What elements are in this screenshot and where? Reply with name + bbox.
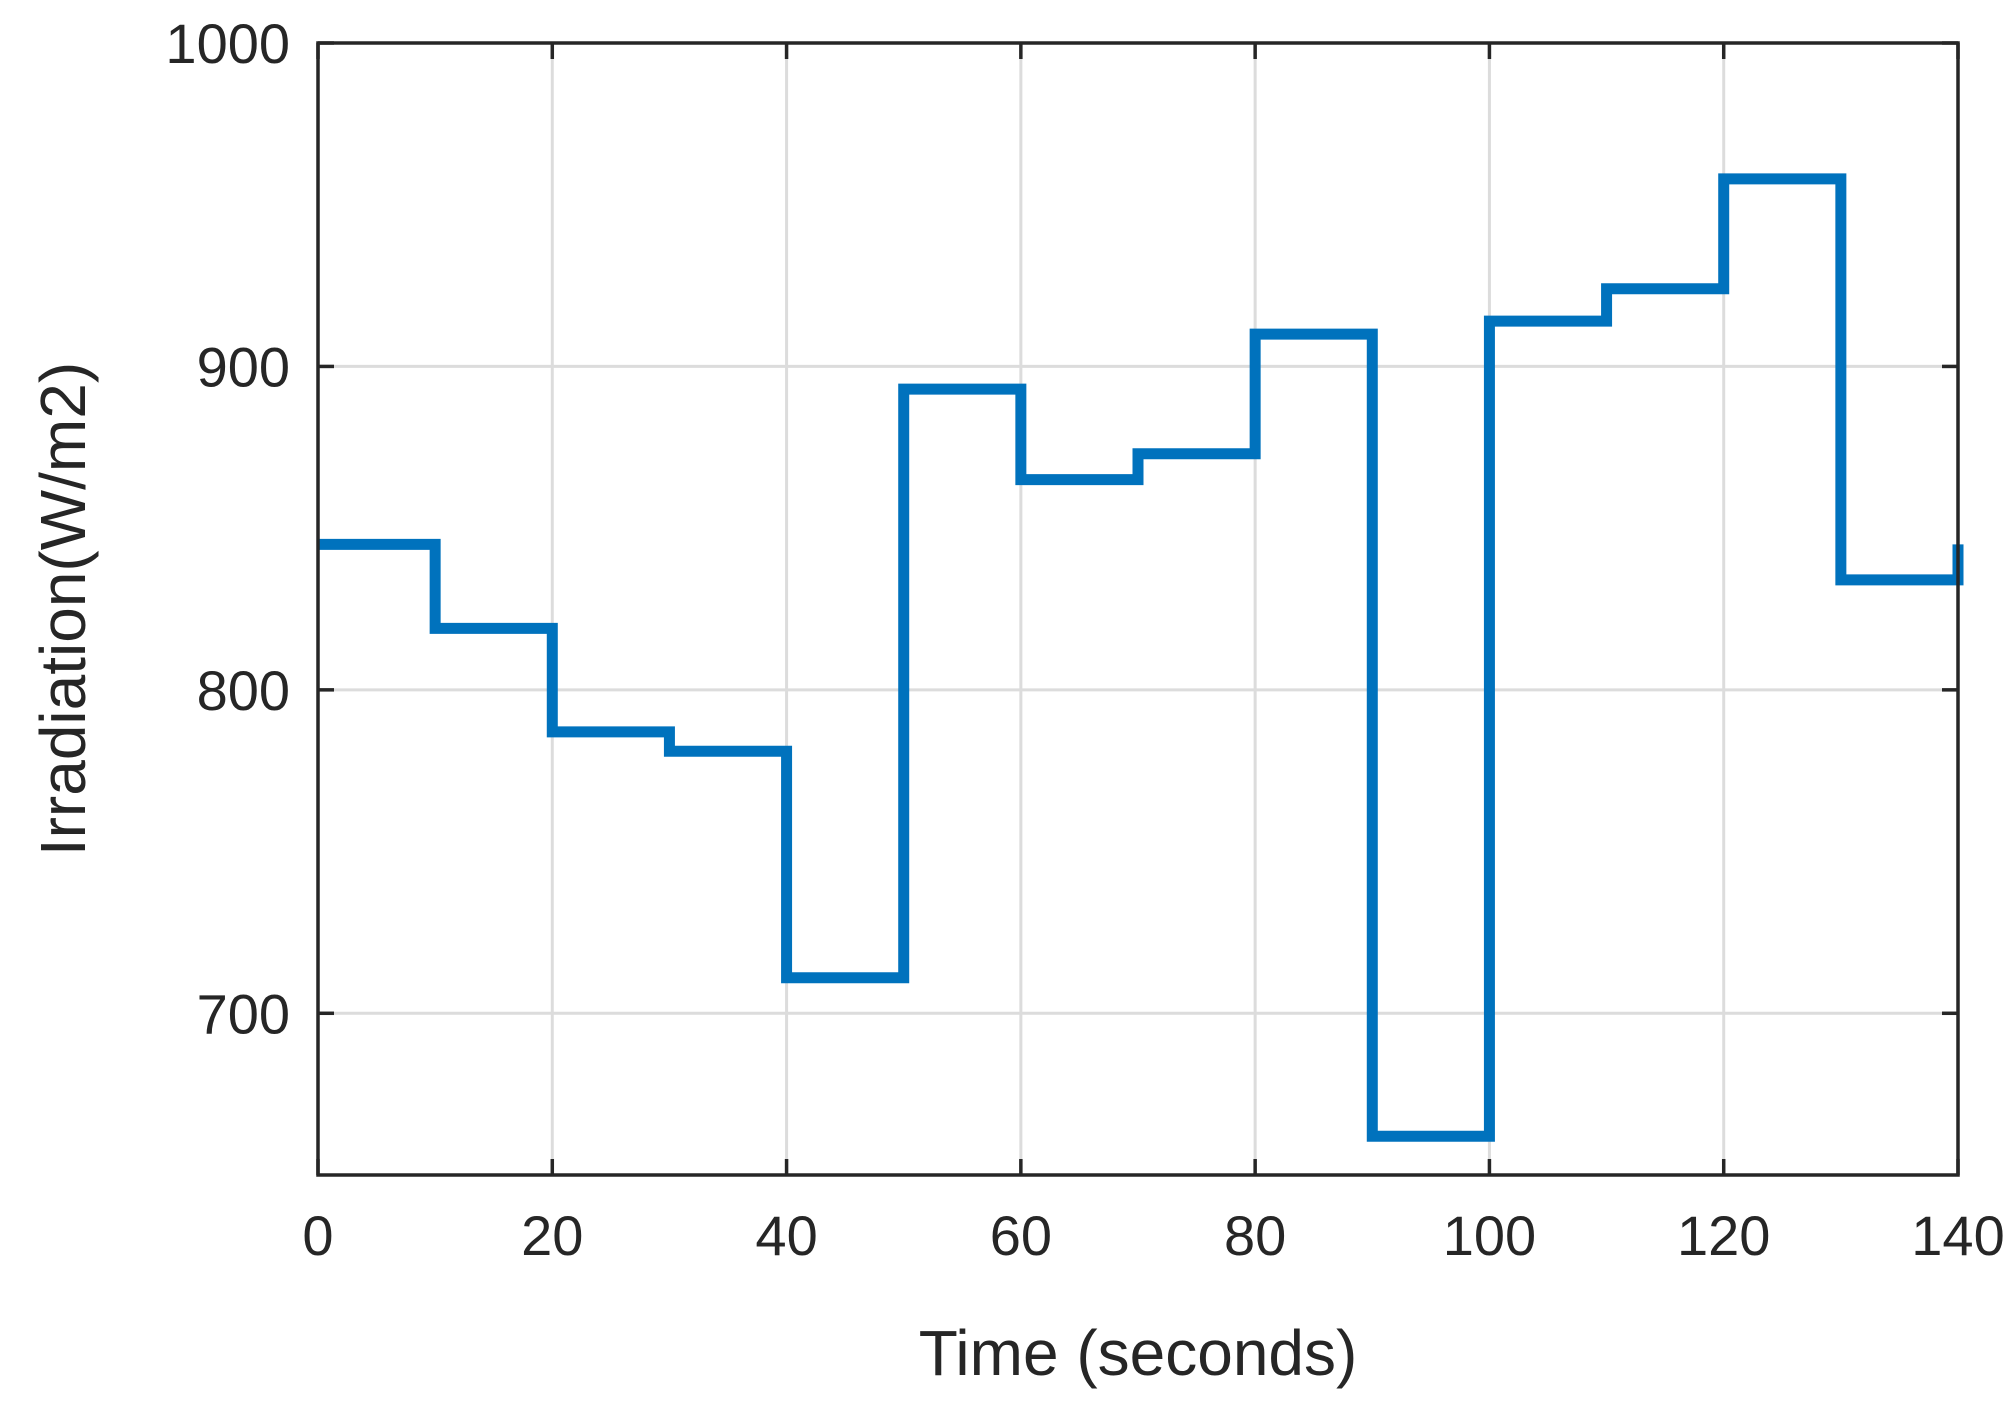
series-line-0 — [318, 173, 1964, 1142]
y-tick-label: 700 — [197, 982, 290, 1045]
y-tick-labels: 700 800 900 1000 — [165, 12, 290, 1045]
y-tick-label: 800 — [197, 659, 290, 722]
x-tick-label: 80 — [1224, 1204, 1286, 1267]
y-tick-label: 900 — [197, 335, 290, 398]
x-tick-label: 40 — [755, 1204, 817, 1267]
x-tick-label: 20 — [521, 1204, 583, 1267]
plot-frame — [316, 41, 1960, 1177]
y-axis-label: Irradiation(W/m2) — [27, 362, 99, 856]
x-tick-labels: 0 20 40 60 80 100 120 140 — [302, 1204, 2004, 1267]
x-tick-label: 60 — [990, 1204, 1052, 1267]
x-tick-label: 0 — [302, 1204, 333, 1267]
x-tick-label: 120 — [1677, 1204, 1770, 1267]
x-tick-label: 100 — [1443, 1204, 1536, 1267]
axis-ticks — [316, 41, 1960, 1175]
y-tick-label: 1000 — [165, 12, 290, 75]
gridlines — [318, 43, 1958, 1175]
plot-series — [318, 173, 1964, 1142]
x-tick-label: 140 — [1911, 1204, 2004, 1267]
x-axis-label: Time (seconds) — [919, 1317, 1358, 1389]
